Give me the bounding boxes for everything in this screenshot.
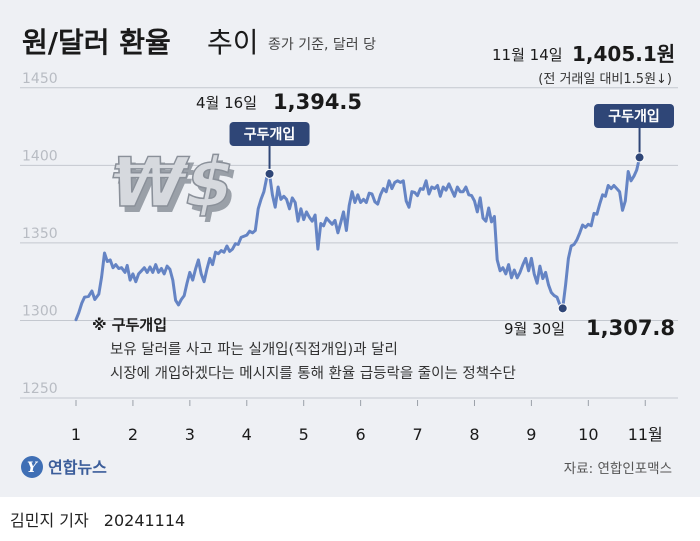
x-tick-label-1: 1 [71, 425, 81, 444]
exchange-rate-chart: 원/달러 환율 추이 종가 기준, 달러 당 12501300135014001… [20, 26, 678, 478]
y-tick-label-1450: 1450 [22, 71, 58, 87]
yonhap-logo-text: 연합뉴스 [48, 458, 107, 477]
chart-title: 원/달러 환율 [22, 26, 171, 59]
x-tick-label-5: 5 [299, 425, 309, 444]
footer: 김민지 기자 20241114 [0, 497, 700, 541]
x-tick-label-9: 9 [526, 425, 536, 444]
x-tick-label-2: 2 [128, 425, 138, 444]
currency-symbols-text: ₩$ [103, 144, 242, 223]
byline-author: 김민지 기자 [10, 511, 89, 530]
x-tick-label-10: 10 [578, 425, 598, 444]
footnote-line-2: 시장에 개입하겠다는 메시지를 통해 환율 급등락을 줄이는 정책수단 [110, 365, 516, 382]
y-axis-ticks: 1250 1300 1350 1400 1450 [22, 71, 58, 397]
y-tick-label-1250: 1250 [22, 381, 58, 397]
annotation-april-date: 4월 16일 [196, 94, 257, 112]
annotation-nov-value: 1,405.1원 [572, 42, 675, 66]
highlight-point-0 [264, 168, 275, 179]
x-tick-label-7: 7 [412, 425, 422, 444]
yonhap-logo: Y 연합뉴스 [21, 456, 107, 478]
badge-november-text: 구두개입 [608, 109, 660, 125]
byline-date: 20241114 [103, 511, 186, 530]
series-line-0 [74, 155, 642, 322]
infographic-card: 원/달러 환율 추이 종가 기준, 달러 당 1250 1300 1350 1400 1… [0, 0, 700, 497]
y-tick-label-1350: 1350 [22, 226, 58, 242]
badge-april: 구두개입 [229, 122, 310, 169]
x-tick-label-11월: 11월 [628, 425, 663, 444]
x-tick-label-4: 4 [242, 425, 252, 444]
x-tick-label-3: 3 [185, 425, 195, 444]
currency-symbols-shadow: ₩$ [107, 150, 246, 229]
yonhap-logo-mark: Y [27, 460, 39, 476]
footnote-title: ※ 구두개입 [92, 316, 167, 334]
y-tick-label-1400: 1400 [22, 148, 58, 164]
annotation-april-value: 1,394.5 [273, 90, 362, 114]
currency-symbols-icon: ₩$ ₩$ [102, 143, 247, 229]
source-text: 자료: 연합인포맥스 [564, 461, 672, 477]
badge-november-box [594, 104, 674, 128]
footnote-line-1: 보유 달러를 사고 파는 실개입(직접개입)과 달리 [110, 341, 398, 358]
badge-april-text: 구두개입 [244, 127, 296, 143]
grid-lines [20, 87, 678, 399]
series-layer [74, 155, 642, 322]
highlight-point-1 [557, 303, 568, 314]
byline: 김민지 기자 20241114 [10, 507, 185, 531]
x-axis-ticks: 1 2 3 4 5 6 7 8 9 10 11월 [71, 400, 663, 444]
badge-april-box [229, 122, 310, 146]
x-tick-label-6: 6 [356, 425, 366, 444]
x-tick-label-8: 8 [469, 425, 479, 444]
highlight-markers [264, 152, 645, 314]
y-tick-label-1300: 1300 [22, 303, 58, 319]
badge-november: 구두개입 [594, 104, 674, 153]
annotation-nov-date: 11월 14일 [492, 46, 563, 64]
annotation-sept-value: 1,307.8 [586, 316, 675, 340]
chart-subtitle: 종가 기준, 달러 당 [268, 37, 376, 53]
chart-title-light: 추이 [207, 26, 259, 59]
highlight-point-2 [634, 152, 645, 163]
annotation-nov-note: (전 거래일 대비1.5원↓) [538, 72, 672, 87]
annotation-sept-date: 9월 30일 [504, 320, 565, 338]
yonhap-logo-icon [21, 456, 43, 478]
